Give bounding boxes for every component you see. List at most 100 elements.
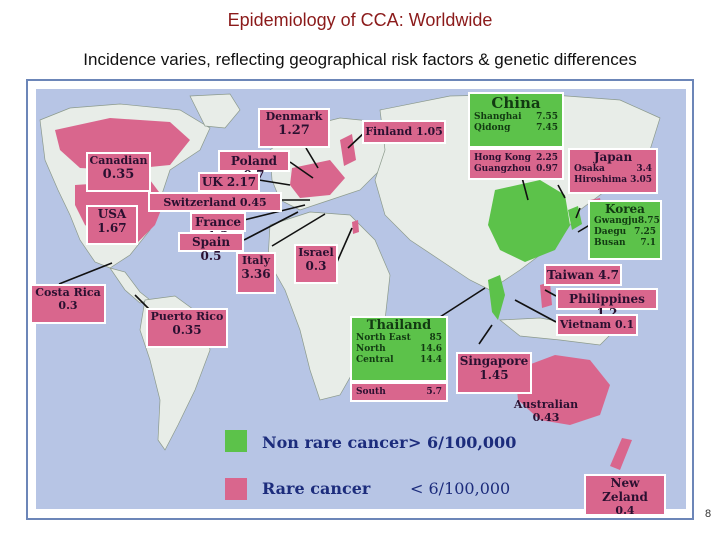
puerto-rico-value: 0.35 [172, 323, 202, 337]
label-australian: Australian 0.43 [512, 398, 580, 432]
new-zealand-value: 0.4 [615, 504, 635, 517]
thailand-south-value: 5.7 [426, 387, 442, 397]
australian-value: 0.43 [532, 411, 560, 424]
greenland-land [189, 93, 241, 129]
israel-name: Israel [298, 246, 334, 259]
china-city: Qidong [474, 123, 511, 133]
label-thailand-south: South 5.7 [350, 382, 448, 402]
usa-name: USA [97, 207, 127, 221]
china-row: Hong Kong 2.25 [470, 153, 562, 164]
japan-city: Hiroshima [574, 175, 628, 185]
legend-non-rare-label: Non rare cancer [262, 433, 408, 452]
label-costa-rica: Costa Rica 0.3 [30, 284, 106, 324]
china-value: 0.97 [536, 164, 558, 174]
label-japan: Japan Osaka 3.4 Hiroshima 3.05 [568, 148, 658, 194]
korea-row: Busan 7.1 [590, 238, 660, 249]
switzerland-text: Switzerland 0.45 [163, 196, 267, 209]
label-taiwan: Taiwan 4.7 [544, 264, 622, 286]
legend-swatch-non-rare [225, 430, 247, 452]
japan-row: Osaka 3.4 [570, 164, 656, 175]
thailand-row: North 14.6 [352, 344, 446, 355]
label-finland: Finland 1.05 [362, 120, 446, 144]
legend-swatch-rare [225, 478, 247, 500]
label-singapore: Singapore 1.45 [456, 352, 532, 394]
china-region [488, 180, 570, 262]
japan-row: Hiroshima 3.05 [570, 175, 656, 186]
label-puerto-rico: Puerto Rico 0.35 [146, 308, 228, 348]
label-uk: UK 2.17 [198, 172, 260, 192]
label-china-south: Hong Kong 2.25 Guangzhou 0.97 [468, 148, 564, 180]
label-philippines: Philippines 1.2 [556, 288, 658, 320]
new-zealand-name: New Zeland [602, 476, 648, 504]
uk-text: UK 2.17 [201, 175, 257, 189]
china-row: Shanghai 7.55 [470, 112, 562, 123]
vietnam-text: Vietnam 0.1 [559, 318, 635, 331]
new-zealand-region [610, 438, 632, 470]
thailand-city: Central [356, 355, 394, 365]
label-canadian: Canadian 0.35 [86, 152, 151, 192]
slide-subtitle: Incidence varies, reflecting geographica… [83, 50, 637, 69]
thailand-row: Central 14.4 [352, 355, 446, 366]
page-number: 8 [705, 508, 712, 520]
puerto-rico-name: Puerto Rico [150, 310, 224, 323]
japan-value: 3.4 [636, 164, 652, 174]
thailand-value: 14.4 [420, 355, 442, 365]
thailand-city: North [356, 344, 386, 354]
thailand-row: North East 85 [352, 333, 446, 344]
label-italy: Italy 3.36 [236, 252, 276, 294]
label-china: China Shanghai 7.55 Qidong 7.45 [468, 92, 564, 148]
label-vietnam: Vietnam 0.1 [556, 314, 638, 336]
label-korea: Korea Gwangju 8.75 Daegu 7.25 Busan 7.1 [588, 200, 662, 260]
denmark-name: Denmark [265, 110, 323, 123]
australian-name: Australian [513, 398, 579, 411]
spain-text: Spain 0.5 [191, 235, 231, 263]
denmark-value: 1.27 [278, 123, 310, 138]
china-city: Shanghai [474, 112, 522, 122]
china-row: Guangzhou 0.97 [470, 164, 562, 175]
legend-non-rare-threshold: > 6/100,000 [408, 433, 517, 452]
korea-value: 7.25 [634, 227, 656, 237]
italy-name: Italy [242, 254, 270, 267]
china-value: 7.45 [536, 123, 558, 133]
israel-value: 0.3 [305, 259, 327, 273]
china-name: China [491, 94, 541, 112]
singapore-name: Singapore [459, 354, 529, 368]
canadian-name: Canadian [89, 154, 148, 167]
china-city: Guangzhou [474, 164, 532, 174]
legend-rare-label: Rare cancer [262, 479, 371, 498]
thailand-name: Thailand [366, 318, 432, 333]
label-thailand: Thailand North East 85 North 14.6 Central 1… [350, 316, 448, 382]
taiwan-text: Taiwan 4.7 [547, 268, 619, 282]
china-row: Qidong 7.45 [470, 123, 562, 134]
korea-name: Korea [605, 202, 645, 216]
indonesia-land [499, 317, 611, 346]
korea-city: Gwangju [594, 216, 638, 226]
korea-value: 7.1 [640, 238, 656, 248]
japan-value: 3.05 [630, 175, 652, 185]
korea-city: Busan [594, 238, 626, 248]
finland-region [340, 134, 356, 166]
china-value: 7.55 [536, 112, 558, 122]
thailand-value: 14.6 [420, 344, 442, 354]
costa-rica-name: Costa Rica [35, 286, 101, 299]
usa-value: 1.67 [97, 221, 127, 235]
label-france: France 1.3 [190, 212, 246, 243]
legend-rare-threshold: < 6/100,000 [410, 479, 511, 498]
label-poland: Poland 0.7 [218, 150, 290, 182]
korea-row: Daegu 7.25 [590, 227, 660, 238]
israel-region [352, 220, 359, 234]
label-denmark: Denmark 1.27 [258, 108, 330, 148]
japan-name: Japan [593, 150, 633, 164]
korea-row: Gwangju 8.75 [590, 216, 660, 227]
singapore-value: 1.45 [479, 368, 509, 382]
thailand-south-row: South 5.7 [352, 387, 446, 398]
slide-title: Epidemiology of CCA: Worldwide [227, 10, 493, 30]
label-switzerland: Switzerland 0.45 [148, 192, 282, 212]
label-israel: Israel 0.3 [294, 244, 338, 284]
korea-city: Daegu [594, 227, 627, 237]
korea-value: 8.75 [637, 216, 660, 226]
thailand-city: North East [356, 333, 411, 343]
europe-region [290, 160, 345, 198]
japan-city: Osaka [574, 164, 605, 174]
canadian-value: 0.35 [102, 167, 135, 182]
